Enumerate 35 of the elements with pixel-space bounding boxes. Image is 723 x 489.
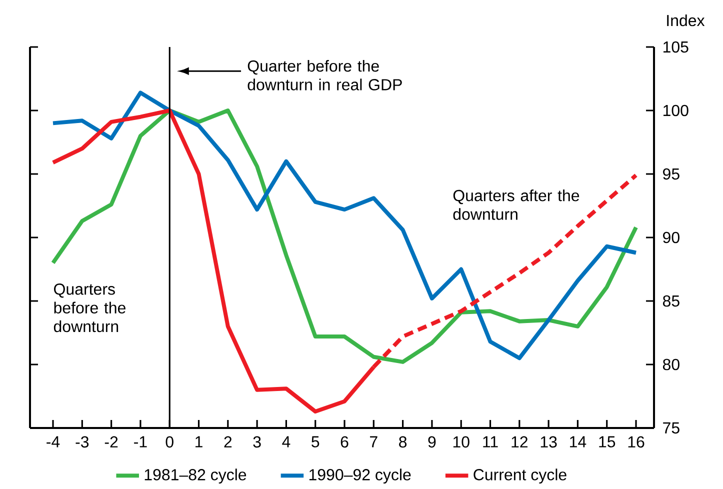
x-tick-label: -4 [46, 436, 60, 448]
annotation: Quarters before the downturn [54, 283, 126, 332]
y-tick-label: 85 [662, 295, 680, 307]
x-tick-label: 1 [196, 436, 202, 448]
legend-label: Current cycle [474, 468, 566, 484]
y-tick-label: 80 [662, 358, 680, 370]
y-tick-label: 75 [663, 422, 680, 434]
x-tick-label: 3 [253, 436, 261, 448]
x-tick-label: 11 [483, 436, 498, 448]
x-tick-label: 13 [540, 436, 557, 448]
y-tick-label: 90 [663, 232, 680, 244]
annotation: Quarter before the downturn in real GDP [248, 60, 402, 90]
x-tick-label: 16 [628, 436, 644, 448]
x-tick-label: 8 [399, 436, 407, 448]
x-tick-label: 4 [282, 436, 290, 448]
x-tick-label: -3 [76, 436, 89, 448]
x-tick-label: 2 [224, 436, 232, 448]
annotation: Quarters after the downturn [453, 190, 580, 220]
x-tick-label: -2 [104, 436, 118, 448]
y-tick-label: 105 [664, 41, 688, 53]
x-tick-label: 7 [370, 436, 378, 448]
x-tick-label: 15 [599, 436, 616, 448]
y-tick-label: 100 [664, 104, 688, 116]
legend-label: 1981–82 cycle [144, 468, 246, 484]
x-tick-label: 9 [428, 436, 436, 448]
x-tick-label: 0 [166, 436, 174, 448]
x-tick-label: 12 [512, 436, 528, 448]
x-tick-label: 14 [570, 436, 586, 448]
x-tick-label: -1 [134, 436, 147, 448]
y-axis-title: Index [667, 14, 705, 26]
legend-label: 1990–92 cycle [309, 468, 411, 484]
y-tick-label: 95 [663, 168, 680, 180]
x-tick-label: 6 [340, 436, 348, 448]
x-tick-label: 10 [453, 436, 470, 448]
x-tick-label: 5 [312, 436, 320, 448]
